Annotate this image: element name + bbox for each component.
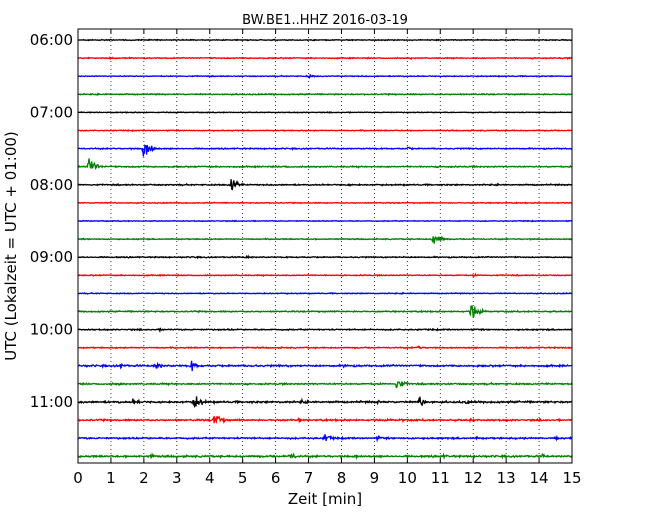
x-axis-ticks: 0 1 2 3 4 5 6 7 8 9 10 11 12 13 14 15: [73, 29, 582, 487]
trace-06:30: [77, 73, 573, 80]
trace-06:45: [77, 92, 573, 97]
y-axis-ticks: 06:00 07:00 08:00 09:00 10:00 11:00: [30, 31, 572, 411]
trace-09:00: [77, 254, 573, 260]
x-tick-label: 8: [337, 469, 347, 487]
trace-11:15: [77, 415, 572, 425]
plot-frame: [77, 28, 573, 464]
y-tick-label: 10:00: [30, 321, 73, 339]
y-axis-label: UTC (Lokalzeit = UTC + 01:00): [2, 131, 20, 361]
grid-lines: [110, 29, 540, 463]
trace-09:30: [77, 291, 573, 296]
trace-11:30: [77, 434, 573, 443]
trace-10:00: [77, 327, 573, 333]
x-tick-label: 7: [304, 469, 314, 487]
x-tick-label: 1: [106, 469, 116, 487]
chart-title: BW.BE1..HHZ 2016-03-19: [242, 13, 408, 28]
y-tick-label: 11:00: [30, 393, 73, 411]
trace-06:15: [77, 56, 573, 61]
trace-09:15: [77, 272, 573, 278]
x-tick-label: 4: [205, 469, 215, 487]
trace-10:30: [77, 360, 573, 372]
trace-07:30: [77, 144, 573, 157]
x-tick-label: 2: [139, 469, 149, 487]
y-tick-label: 06:00: [30, 31, 73, 49]
trace-07:00: [77, 110, 573, 114]
trace-10:15: [77, 345, 573, 350]
x-tick-label: 6: [271, 469, 281, 487]
x-tick-label: 10: [398, 469, 417, 487]
y-tick-label: 08:00: [30, 176, 73, 194]
trace-07:15: [77, 128, 573, 133]
y-tick-label: 09:00: [30, 248, 73, 266]
x-tick-label: 13: [497, 469, 516, 487]
seismogram-traces: [77, 38, 573, 461]
x-axis-label: Zeit [min]: [288, 490, 362, 508]
trace-08:30: [77, 219, 573, 223]
trace-08:45: [77, 235, 573, 244]
x-tick-label: 11: [431, 469, 450, 487]
x-tick-label: 3: [172, 469, 182, 487]
y-tick-label: 07:00: [30, 103, 73, 121]
trace-09:45: [77, 305, 573, 318]
x-tick-label: 14: [530, 469, 549, 487]
x-tick-label: 15: [562, 469, 581, 487]
trace-11:00: [77, 396, 573, 409]
x-tick-label: 5: [238, 469, 248, 487]
trace-10:45: [77, 380, 573, 389]
trace-11:45: [77, 452, 573, 461]
trace-08:15: [77, 201, 573, 205]
x-tick-label: 12: [464, 469, 483, 487]
trace-07:45: [77, 158, 573, 171]
x-tick-label: 9: [370, 469, 380, 487]
trace-06:00: [77, 38, 573, 42]
trace-08:00: [77, 179, 573, 191]
x-tick-label: 0: [73, 469, 83, 487]
